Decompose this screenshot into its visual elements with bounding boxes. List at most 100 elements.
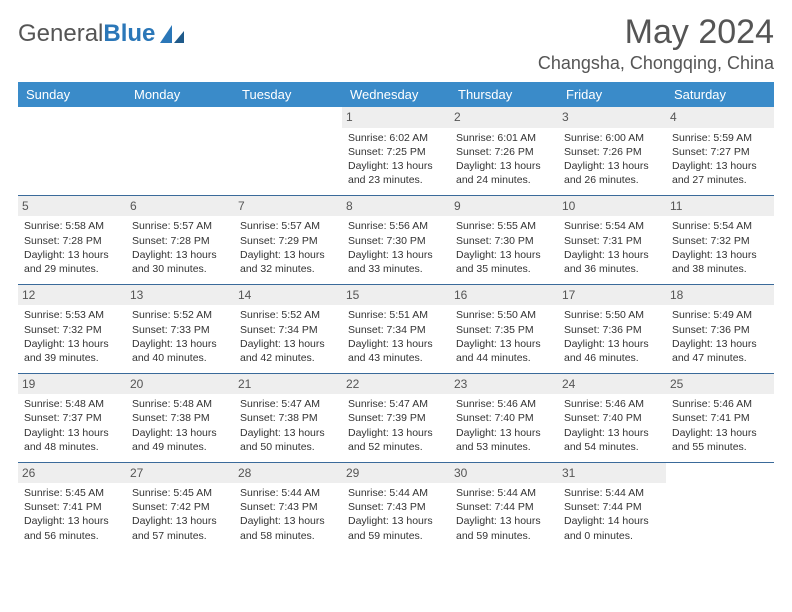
sunrise-line: Sunrise: 5:44 AM xyxy=(564,486,660,500)
calendar-header-row: SundayMondayTuesdayWednesdayThursdayFrid… xyxy=(18,82,774,107)
daylight-line: Daylight: 13 hours and 59 minutes. xyxy=(348,514,444,542)
day-number: 15 xyxy=(342,285,450,305)
daylight-line: Daylight: 13 hours and 48 minutes. xyxy=(24,426,120,454)
sunrise-line: Sunrise: 5:47 AM xyxy=(240,397,336,411)
sunset-line: Sunset: 7:39 PM xyxy=(348,411,444,425)
calendar-cell: 21Sunrise: 5:47 AMSunset: 7:38 PMDayligh… xyxy=(234,374,342,463)
sunrise-line: Sunrise: 5:50 AM xyxy=(456,308,552,322)
daylight-line: Daylight: 13 hours and 26 minutes. xyxy=(564,159,660,187)
sunset-line: Sunset: 7:34 PM xyxy=(240,323,336,337)
day-number: 8 xyxy=(342,196,450,216)
sunset-line: Sunset: 7:41 PM xyxy=(24,500,120,514)
daylight-line: Daylight: 13 hours and 35 minutes. xyxy=(456,248,552,276)
sunset-line: Sunset: 7:27 PM xyxy=(672,145,768,159)
calendar-cell: 13Sunrise: 5:52 AMSunset: 7:33 PMDayligh… xyxy=(126,285,234,374)
calendar-cell: 19Sunrise: 5:48 AMSunset: 7:37 PMDayligh… xyxy=(18,374,126,463)
daylight-line: Daylight: 13 hours and 54 minutes. xyxy=(564,426,660,454)
sunset-line: Sunset: 7:26 PM xyxy=(564,145,660,159)
daylight-line: Daylight: 13 hours and 57 minutes. xyxy=(132,514,228,542)
calendar-cell: 6Sunrise: 5:57 AMSunset: 7:28 PMDaylight… xyxy=(126,196,234,285)
calendar-cell-empty: . xyxy=(234,107,342,195)
sunset-line: Sunset: 7:36 PM xyxy=(564,323,660,337)
calendar-week-row: 26Sunrise: 5:45 AMSunset: 7:41 PMDayligh… xyxy=(18,462,774,550)
sunrise-line: Sunrise: 5:49 AM xyxy=(672,308,768,322)
daylight-line: Daylight: 13 hours and 43 minutes. xyxy=(348,337,444,365)
daylight-line: Daylight: 13 hours and 56 minutes. xyxy=(24,514,120,542)
sunrise-line: Sunrise: 5:57 AM xyxy=(240,219,336,233)
sunset-line: Sunset: 7:42 PM xyxy=(132,500,228,514)
day-number: 24 xyxy=(558,374,666,394)
day-number: 13 xyxy=(126,285,234,305)
calendar-week-row: 12Sunrise: 5:53 AMSunset: 7:32 PMDayligh… xyxy=(18,285,774,374)
sunrise-line: Sunrise: 5:44 AM xyxy=(348,486,444,500)
day-number: 31 xyxy=(558,463,666,483)
month-title: May 2024 xyxy=(538,14,774,51)
brand-logo: GeneralBlue xyxy=(18,20,186,48)
sunrise-line: Sunrise: 5:45 AM xyxy=(24,486,120,500)
calendar-cell: 1Sunrise: 6:02 AMSunset: 7:25 PMDaylight… xyxy=(342,107,450,195)
sunset-line: Sunset: 7:38 PM xyxy=(240,411,336,425)
daylight-line: Daylight: 13 hours and 59 minutes. xyxy=(456,514,552,542)
sunrise-line: Sunrise: 5:53 AM xyxy=(24,308,120,322)
sunset-line: Sunset: 7:43 PM xyxy=(240,500,336,514)
sunset-line: Sunset: 7:32 PM xyxy=(672,234,768,248)
sunrise-line: Sunrise: 5:57 AM xyxy=(132,219,228,233)
day-number: 19 xyxy=(18,374,126,394)
brand-sail-icon xyxy=(158,23,186,45)
day-number: 28 xyxy=(234,463,342,483)
calendar-cell-empty: . xyxy=(666,462,774,550)
sunset-line: Sunset: 7:31 PM xyxy=(564,234,660,248)
calendar-cell: 8Sunrise: 5:56 AMSunset: 7:30 PMDaylight… xyxy=(342,196,450,285)
sunrise-line: Sunrise: 5:54 AM xyxy=(672,219,768,233)
calendar-table: SundayMondayTuesdayWednesdayThursdayFrid… xyxy=(18,82,774,550)
title-block: May 2024 Changsha, Chongqing, China xyxy=(538,14,774,74)
daylight-line: Daylight: 13 hours and 49 minutes. xyxy=(132,426,228,454)
sunrise-line: Sunrise: 5:56 AM xyxy=(348,219,444,233)
calendar-cell: 16Sunrise: 5:50 AMSunset: 7:35 PMDayligh… xyxy=(450,285,558,374)
calendar-cell: 26Sunrise: 5:45 AMSunset: 7:41 PMDayligh… xyxy=(18,462,126,550)
daylight-line: Daylight: 13 hours and 58 minutes. xyxy=(240,514,336,542)
sunset-line: Sunset: 7:44 PM xyxy=(564,500,660,514)
calendar-cell-empty: . xyxy=(126,107,234,195)
calendar-cell: 10Sunrise: 5:54 AMSunset: 7:31 PMDayligh… xyxy=(558,196,666,285)
day-number: 17 xyxy=(558,285,666,305)
day-number: 6 xyxy=(126,196,234,216)
calendar-cell: 2Sunrise: 6:01 AMSunset: 7:26 PMDaylight… xyxy=(450,107,558,195)
sunset-line: Sunset: 7:30 PM xyxy=(456,234,552,248)
weekday-header: Monday xyxy=(126,82,234,107)
sunset-line: Sunset: 7:43 PM xyxy=(348,500,444,514)
daylight-line: Daylight: 13 hours and 40 minutes. xyxy=(132,337,228,365)
sunrise-line: Sunrise: 5:45 AM xyxy=(132,486,228,500)
sunrise-line: Sunrise: 5:52 AM xyxy=(240,308,336,322)
calendar-cell-empty: . xyxy=(18,107,126,195)
sunrise-line: Sunrise: 5:46 AM xyxy=(672,397,768,411)
sunset-line: Sunset: 7:34 PM xyxy=(348,323,444,337)
calendar-cell: 31Sunrise: 5:44 AMSunset: 7:44 PMDayligh… xyxy=(558,462,666,550)
calendar-cell: 4Sunrise: 5:59 AMSunset: 7:27 PMDaylight… xyxy=(666,107,774,195)
day-number: 22 xyxy=(342,374,450,394)
sunset-line: Sunset: 7:29 PM xyxy=(240,234,336,248)
header: GeneralBlue May 2024 Changsha, Chongqing… xyxy=(18,14,774,74)
daylight-line: Daylight: 13 hours and 53 minutes. xyxy=(456,426,552,454)
day-number: 3 xyxy=(558,107,666,127)
sunset-line: Sunset: 7:33 PM xyxy=(132,323,228,337)
daylight-line: Daylight: 13 hours and 24 minutes. xyxy=(456,159,552,187)
day-number: 2 xyxy=(450,107,558,127)
sunrise-line: Sunrise: 5:44 AM xyxy=(456,486,552,500)
sunrise-line: Sunrise: 5:54 AM xyxy=(564,219,660,233)
location-text: Changsha, Chongqing, China xyxy=(538,53,774,74)
sunset-line: Sunset: 7:35 PM xyxy=(456,323,552,337)
sunrise-line: Sunrise: 5:51 AM xyxy=(348,308,444,322)
sunset-line: Sunset: 7:40 PM xyxy=(456,411,552,425)
day-number: 25 xyxy=(666,374,774,394)
calendar-cell: 29Sunrise: 5:44 AMSunset: 7:43 PMDayligh… xyxy=(342,462,450,550)
calendar-cell: 22Sunrise: 5:47 AMSunset: 7:39 PMDayligh… xyxy=(342,374,450,463)
daylight-line: Daylight: 13 hours and 29 minutes. xyxy=(24,248,120,276)
day-number: 23 xyxy=(450,374,558,394)
calendar-cell: 30Sunrise: 5:44 AMSunset: 7:44 PMDayligh… xyxy=(450,462,558,550)
calendar-cell: 24Sunrise: 5:46 AMSunset: 7:40 PMDayligh… xyxy=(558,374,666,463)
brand-part2: Blue xyxy=(103,20,155,47)
daylight-line: Daylight: 13 hours and 50 minutes. xyxy=(240,426,336,454)
sunset-line: Sunset: 7:36 PM xyxy=(672,323,768,337)
calendar-week-row: 19Sunrise: 5:48 AMSunset: 7:37 PMDayligh… xyxy=(18,374,774,463)
